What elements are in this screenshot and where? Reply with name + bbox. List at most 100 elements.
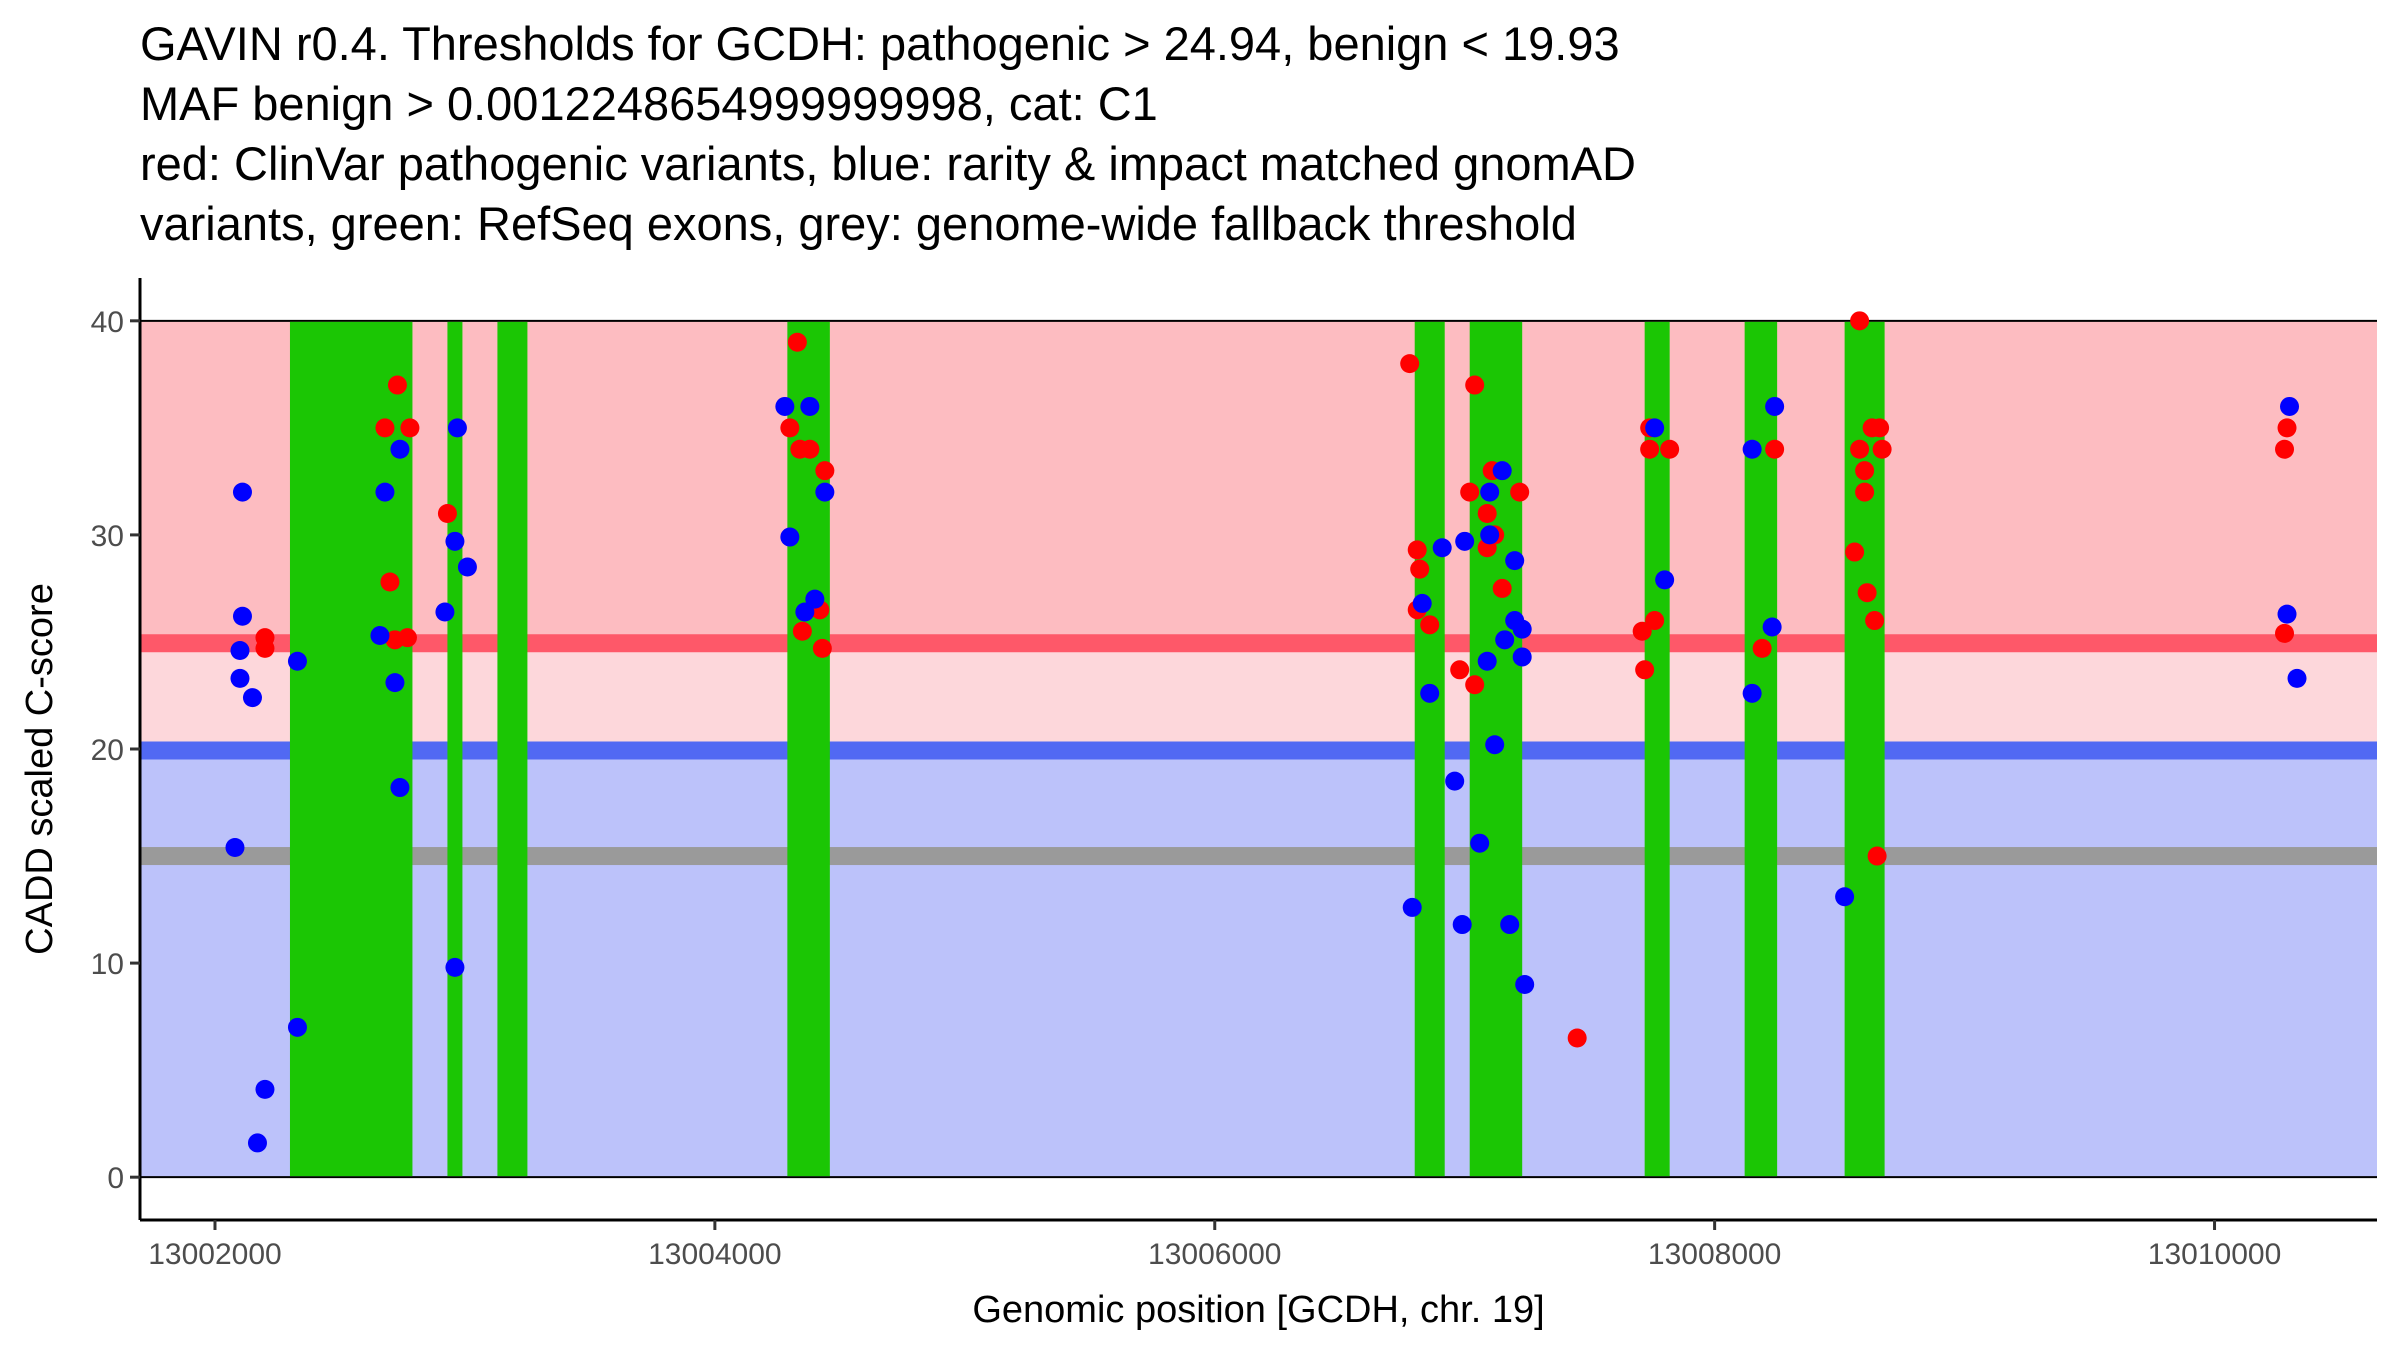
gnomad-point [1512, 647, 1532, 667]
gnomad-point [1452, 915, 1472, 935]
clinvar-point [1660, 439, 1680, 459]
gnomad-point [445, 531, 465, 551]
gnomad-point [1420, 683, 1440, 703]
title-line-4: variants, green: RefSeq exons, grey: gen… [140, 197, 1577, 250]
clinvar-point [815, 461, 835, 481]
clinvar-point [1510, 482, 1530, 502]
clinvar-point [1765, 439, 1785, 459]
gnomad-point [435, 602, 455, 622]
gnomad-point [1515, 975, 1535, 994]
gnomad-point [1645, 418, 1665, 438]
gnomad-point [232, 606, 252, 626]
clinvar-point [2275, 623, 2295, 643]
exon-band [497, 321, 528, 1177]
gnomad-point [1402, 897, 1422, 917]
clinvar-point [1420, 615, 1440, 635]
gnomad-point [1432, 538, 1452, 558]
clinvar-point [1632, 621, 1652, 641]
gnomad-point [1492, 461, 1512, 481]
data-points [225, 311, 2307, 1153]
gnomad-point [1412, 593, 1432, 613]
clinvar-point [397, 628, 417, 648]
gnomad-point [1512, 619, 1532, 639]
gnomad-point [1742, 439, 1762, 459]
clinvar-point [780, 418, 800, 438]
clinvar-point [1410, 559, 1430, 579]
clinvar-point [1855, 461, 1875, 481]
clinvar-point [1645, 611, 1665, 631]
gnomad-point [1655, 570, 1675, 590]
clinvar-point [2277, 418, 2297, 438]
clinvar-point [800, 439, 820, 459]
gnomad-point [445, 957, 465, 977]
gnomad-point [775, 396, 795, 416]
gnomad-point [457, 557, 477, 577]
pathogenic-zone [140, 320, 2377, 644]
clinvar-point [375, 418, 395, 438]
threshold-lines [140, 634, 2377, 866]
gnomad-point [375, 482, 395, 502]
clinvar-point [437, 504, 457, 523]
clinvar-point [812, 638, 832, 658]
gnomad-point [370, 626, 390, 646]
clinvar-point [1855, 482, 1875, 502]
gnomad-point [1742, 683, 1762, 703]
clinvar-point [787, 332, 807, 352]
gnomad-point [287, 651, 307, 671]
gnomad-point [1480, 525, 1500, 545]
clinvar-point [1870, 418, 1890, 438]
exon-band [1414, 321, 1445, 1177]
axes: 0 10 20 30 40 13002000 13004000 13006000 1300800… [91, 278, 2377, 1271]
gnomad-point [287, 1017, 307, 1037]
title-line-2: MAF benign > 0.0012248654999999998, cat:… [140, 77, 1158, 130]
x-tick-label: 13006000 [1148, 1238, 1281, 1271]
benign-zone [140, 750, 2377, 1178]
gnomad-point [800, 396, 820, 416]
clinvar-point [2275, 439, 2295, 459]
exon-band [1644, 321, 1670, 1177]
gnomad-point [385, 673, 405, 693]
exon-band [289, 321, 413, 1177]
clinvar-point [1850, 439, 1870, 459]
gnomad-point [390, 439, 410, 459]
y-tick-label: 30 [91, 520, 124, 553]
gnomad-point [2280, 396, 2300, 416]
clinvar-point [1635, 660, 1655, 680]
clinvar-point [1867, 846, 1887, 866]
gnomad-point [815, 482, 835, 502]
clinvar-point [1865, 611, 1885, 631]
clinvar-point [400, 418, 420, 438]
gnomad-point [1765, 396, 1785, 416]
clinvar-point [380, 572, 400, 592]
pathogenic-threshold-line [140, 634, 2377, 653]
gnomad-point [230, 668, 250, 688]
title-line-3: red: ClinVar pathogenic variants, blue: … [140, 137, 1636, 190]
clinvar-point [1567, 1028, 1587, 1048]
clinvar-point [1465, 375, 1485, 395]
x-tick-label: 13008000 [1648, 1238, 1781, 1271]
clinvar-point [1640, 439, 1660, 459]
x-tick-label: 13004000 [648, 1238, 781, 1271]
clinvar-point [1845, 542, 1865, 562]
gnomad-point [230, 641, 250, 661]
clinvar-point [1407, 540, 1427, 560]
gnomad-point [255, 1079, 275, 1099]
gnomad-point [805, 589, 825, 609]
gnomad-point [225, 837, 245, 857]
title-line-1: GAVIN r0.4. Thresholds for GCDH: pathoge… [140, 17, 1620, 70]
x-tick-label: 13002000 [148, 1238, 281, 1271]
benign-threshold-line [140, 741, 2377, 760]
clinvar-point [255, 638, 275, 658]
gnomad-point [1477, 651, 1497, 671]
y-tick-label: 20 [91, 734, 124, 767]
clinvar-point [1400, 354, 1420, 374]
gnomad-point [1505, 551, 1525, 571]
gnomad-point [1495, 630, 1515, 650]
fallback-threshold-line [140, 847, 2377, 866]
grey-zone [140, 643, 2377, 751]
gnomad-point [242, 688, 262, 708]
gnomad-point [232, 482, 252, 502]
gnomad-point [1835, 887, 1855, 907]
y-axis-title: CADD scaled C-score [19, 583, 61, 955]
